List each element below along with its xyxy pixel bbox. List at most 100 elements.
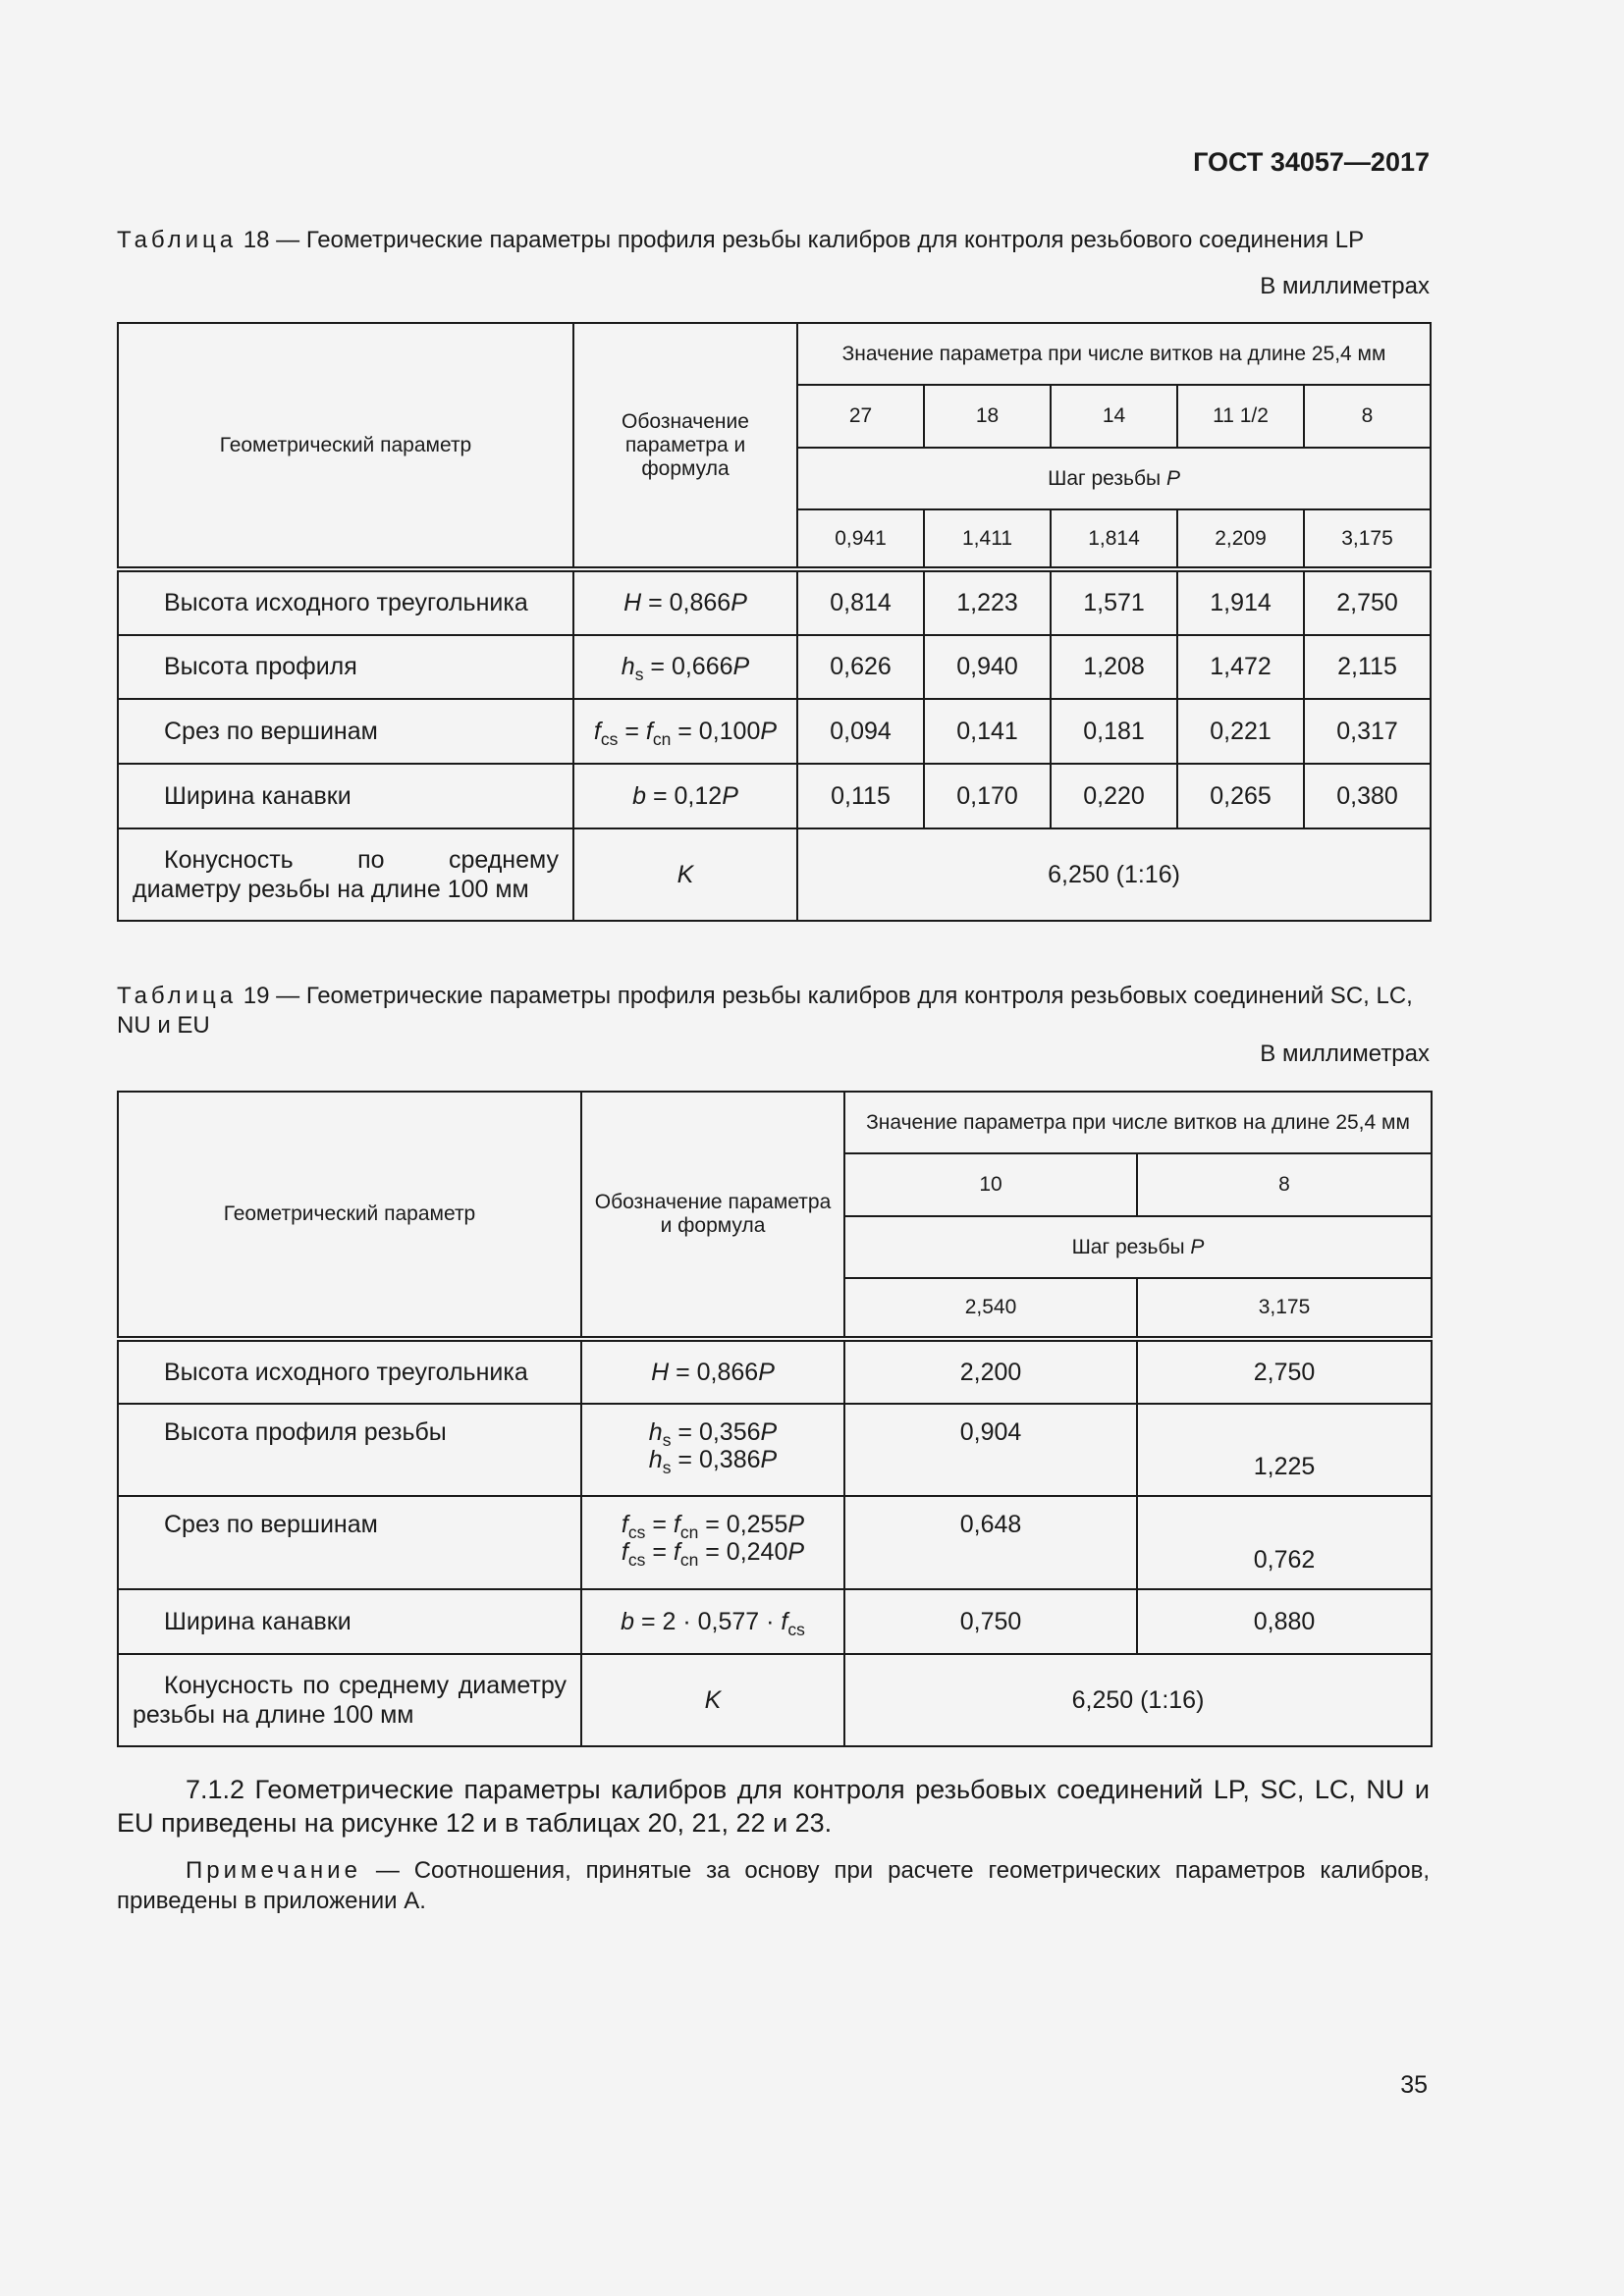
value-cell: 0,626 xyxy=(796,634,925,700)
table-row: Ширина канавки b = 2 · 0,577 · fcs 0,750… xyxy=(117,1588,1434,1655)
table-row: Высота профиля резьбы hs = 0,356P hs = 0,… xyxy=(117,1403,1434,1497)
param-cell: Высота профиля xyxy=(117,634,574,700)
formula-cell: K xyxy=(580,1653,845,1747)
value-cell: 0,170 xyxy=(923,763,1052,829)
table-18: Геометрический параметр Обозначение пара… xyxy=(117,322,1433,922)
value-cell: 2,200 xyxy=(843,1336,1138,1405)
caption-text: 19 — Геометрические параметры профиля ре… xyxy=(117,983,1413,1039)
pitch-cell: 2,209 xyxy=(1176,508,1305,570)
pitch-cell: 1,411 xyxy=(923,508,1052,570)
value-cell: 1,914 xyxy=(1176,566,1305,636)
value-cell: 1,208 xyxy=(1050,634,1178,700)
value-cell: 1,472 xyxy=(1176,634,1305,700)
table-19: Геометрический параметр Обозначение пара… xyxy=(117,1091,1434,1747)
note-text: — Соотношения, принятые за основу при ра… xyxy=(117,1857,1431,1914)
value-cell: 0,904 xyxy=(843,1403,1138,1497)
param-cell: Срез по вершинам xyxy=(117,698,574,765)
document-id: ГОСТ 34057—2017 xyxy=(1193,147,1430,177)
formula-cell: H = 0,866P xyxy=(572,566,798,636)
table-19-units: В миллиметрах xyxy=(1260,1041,1430,1067)
table-19-caption: Таблица 19 — Геометрические параметры пр… xyxy=(117,982,1430,1041)
value-cell: 1,571 xyxy=(1050,566,1178,636)
value-cell: 0,648 xyxy=(843,1495,1138,1590)
header-param: Геометрический параметр xyxy=(117,1091,582,1340)
table-row: Срез по вершинам fcs = fcn = 0,100P 0,09… xyxy=(117,698,1433,765)
header-value-group: Значение параметра при числе витков на д… xyxy=(842,1091,1434,1154)
pitch-symbol: P xyxy=(1165,466,1180,490)
table-row: Высота исходного треугольника H = 0,866P… xyxy=(117,1336,1434,1405)
caption-word: Таблица xyxy=(117,227,238,253)
value-cell: 0,814 xyxy=(796,566,925,636)
value-cell: 0,940 xyxy=(923,634,1052,700)
pitch-cell: 3,175 xyxy=(1302,508,1433,570)
caption-text: 18 — Геометрические параметры профиля ре… xyxy=(243,227,1365,253)
value-cell: 0,220 xyxy=(1050,763,1178,829)
value-cell: 0,094 xyxy=(796,698,925,765)
value-cell: 0,880 xyxy=(1135,1588,1434,1655)
table-row: Высота профиля hs = 0,666P 0,626 0,940 1… xyxy=(117,634,1433,700)
header-param: Геометрический параметр xyxy=(117,322,574,570)
value-cell: 6,250 (1:16) xyxy=(842,1653,1434,1747)
pitch-label: Шаг резьбы xyxy=(1071,1235,1185,1258)
value-cell: 0,221 xyxy=(1176,698,1305,765)
value-cell: 0,380 xyxy=(1302,763,1433,829)
pitch-header: Шаг резьбы P xyxy=(795,447,1433,510)
param-cell: Высота профиля резьбы xyxy=(117,1403,582,1497)
value-cell: 0,141 xyxy=(923,698,1052,765)
param-cell: Конусность по среднему диаметру резьбы н… xyxy=(117,1653,582,1747)
param-cell: Высота исходного треугольника xyxy=(117,1336,582,1405)
pitch-cell: 0,941 xyxy=(796,508,925,570)
formula-cell: K xyxy=(572,828,798,922)
value-cell: 0,750 xyxy=(843,1588,1138,1655)
param-cell: Срез по вершинам xyxy=(117,1495,582,1590)
value-cell: 1,225 xyxy=(1135,1403,1434,1497)
note-label: Примечание xyxy=(186,1857,361,1884)
pitch-cell: 3,175 xyxy=(1135,1277,1434,1340)
value-cell: 0,115 xyxy=(796,763,925,829)
turns-cell: 10 xyxy=(843,1152,1138,1217)
header-value-group: Значение параметра при числе витков на д… xyxy=(795,322,1433,386)
turns-cell: 11 1/2 xyxy=(1176,384,1305,449)
param-cell: Ширина канавки xyxy=(117,1588,582,1655)
turns-cell: 27 xyxy=(796,384,925,449)
value-cell: 0,181 xyxy=(1050,698,1178,765)
table-row: Высота исходного треугольника H = 0,866P… xyxy=(117,566,1433,636)
header-designation: Обозначение параметра и формула xyxy=(572,322,798,570)
pitch-cell: 2,540 xyxy=(843,1277,1138,1340)
table-row: Срез по вершинам fcs = fcn = 0,255P fcs =… xyxy=(117,1495,1434,1590)
formula-cell: fcs = fcn = 0,100P xyxy=(572,698,798,765)
table-row: Конусность по среднему диаметру резьбы н… xyxy=(117,1653,1434,1747)
formula-cell: b = 2 · 0,577 · fcs xyxy=(580,1588,845,1655)
param-cell: Ширина канавки xyxy=(117,763,574,829)
value-cell: 0,265 xyxy=(1176,763,1305,829)
formula-cell: hs = 0,666P xyxy=(572,634,798,700)
paragraph-7-1-2: 7.1.2 Геометрические параметры калибров … xyxy=(117,1775,1430,1838)
table-18-caption: Таблица 18 — Геометрические параметры пр… xyxy=(117,226,1430,255)
formula-cell: b = 0,12P xyxy=(572,763,798,829)
formula-cell: hs = 0,356P hs = 0,386P xyxy=(580,1403,845,1497)
pitch-header: Шаг резьбы P xyxy=(842,1215,1434,1279)
value-cell: 2,750 xyxy=(1302,566,1433,636)
value-cell: 1,223 xyxy=(923,566,1052,636)
turns-cell: 18 xyxy=(923,384,1052,449)
value-cell: 2,115 xyxy=(1302,634,1433,700)
turns-cell: 8 xyxy=(1302,384,1433,449)
turns-cell: 8 xyxy=(1135,1152,1434,1217)
value-cell: 0,317 xyxy=(1302,698,1433,765)
formula-cell: H = 0,866P xyxy=(580,1336,845,1405)
param-cell: Высота исходного треугольника xyxy=(117,566,574,636)
formula-cell: fcs = fcn = 0,255P fcs = fcn = 0,240P xyxy=(580,1495,845,1590)
value-cell: 0,762 xyxy=(1135,1495,1434,1590)
table-row: Ширина канавки b = 0,12P 0,115 0,170 0,2… xyxy=(117,763,1433,829)
table-row: Конусность по среднему диаметру резьбы н… xyxy=(117,828,1433,922)
pitch-cell: 1,814 xyxy=(1050,508,1178,570)
turns-cell: 14 xyxy=(1050,384,1178,449)
page-number: 35 xyxy=(1400,2071,1428,2099)
param-cell: Конусность по среднему диаметру резьбы н… xyxy=(117,828,574,922)
pitch-label: Шаг резьбы xyxy=(1048,466,1162,490)
value-cell: 2,750 xyxy=(1135,1336,1434,1405)
caption-word: Таблица xyxy=(117,983,238,1009)
note: Примечание — Соотношения, принятые за ос… xyxy=(117,1855,1430,1916)
pitch-symbol: P xyxy=(1190,1235,1205,1258)
table-18-units: В миллиметрах xyxy=(1260,273,1430,299)
